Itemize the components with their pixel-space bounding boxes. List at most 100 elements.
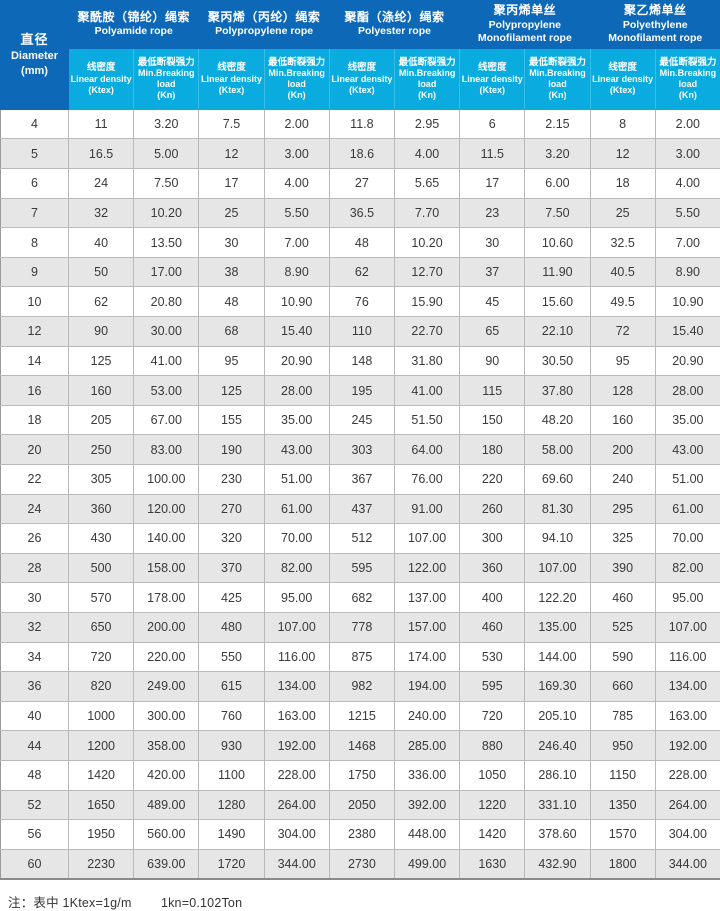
header-group-row: 直径 Diameter (mm) 聚酰胺（锦纶）绳索 Polyamide rop…: [1, 1, 720, 49]
cell-linear-density: 1215: [329, 701, 394, 731]
cell-breaking-load: 107.00: [655, 612, 720, 642]
subheader-breaking-load-3: 最低断裂强力 Min.Breaking load (Kn): [394, 48, 459, 109]
cell-linear-density: 437: [329, 494, 394, 524]
cell-linear-density: 30: [460, 228, 525, 258]
cell-linear-density: 148: [329, 346, 394, 376]
header-diameter: 直径 Diameter (mm): [1, 1, 69, 110]
cell-linear-density: 8: [590, 109, 655, 139]
cell-linear-density: 25: [199, 198, 264, 228]
cell-breaking-load: 158.00: [134, 553, 199, 583]
cell-breaking-load: 43.00: [655, 435, 720, 465]
cell-diameter: 16: [1, 376, 69, 406]
cell-linear-density: 7.5: [199, 109, 264, 139]
cell-breaking-load: 135.00: [525, 612, 590, 642]
subheader-unit: (Ktex): [70, 85, 132, 96]
subheader-breaking-load-2: 最低断裂强力 Min.Breaking load (Kn): [264, 48, 329, 109]
cell-linear-density: 305: [69, 465, 134, 495]
header-group-pe-monofilament-cn: 聚乙烯单丝: [592, 3, 719, 19]
cell-diameter: 28: [1, 553, 69, 583]
cell-linear-density: 875: [329, 642, 394, 672]
cell-linear-density: 570: [69, 583, 134, 613]
cell-diameter: 14: [1, 346, 69, 376]
cell-linear-density: 128: [590, 376, 655, 406]
subheader-en: Linear density: [592, 74, 654, 85]
cell-linear-density: 24: [69, 169, 134, 199]
cell-linear-density: 1420: [460, 820, 525, 850]
cell-diameter: 26: [1, 524, 69, 554]
subheader-unit: (Ktex): [200, 85, 262, 96]
cell-breaking-load: 122.00: [394, 553, 459, 583]
cell-breaking-load: 344.00: [264, 849, 329, 879]
cell-breaking-load: 2.00: [264, 109, 329, 139]
subheader-cn: 线密度: [70, 62, 132, 74]
subheader-unit: (Kn): [396, 90, 458, 101]
cell-linear-density: 30: [199, 228, 264, 258]
cell-breaking-load: 17.00: [134, 257, 199, 287]
subheader-unit: (Kn): [266, 90, 328, 101]
subheader-en2: load: [135, 79, 197, 90]
header-group-polyester-en: Polyester rope: [331, 25, 458, 39]
cell-linear-density: 62: [329, 257, 394, 287]
cell-linear-density: 950: [590, 731, 655, 761]
cell-linear-density: 930: [199, 731, 264, 761]
cell-linear-density: 245: [329, 405, 394, 435]
cell-linear-density: 595: [460, 672, 525, 702]
cell-breaking-load: 100.00: [134, 465, 199, 495]
cell-linear-density: 76: [329, 287, 394, 317]
cell-linear-density: 500: [69, 553, 134, 583]
cell-breaking-load: 169.30: [525, 672, 590, 702]
cell-breaking-load: 7.00: [264, 228, 329, 258]
subheader-unit: (Ktex): [461, 85, 523, 96]
header-group-polypropylene: 聚丙烯（丙纶）绳索 Polypropylene rope: [199, 1, 329, 49]
cell-breaking-load: 116.00: [264, 642, 329, 672]
cell-diameter: 12: [1, 317, 69, 347]
subheader-cn: 线密度: [461, 62, 523, 74]
cell-linear-density: 530: [460, 642, 525, 672]
header-group-pp-monofilament: 聚丙烯单丝 Polypropylene Monofilament rope: [460, 1, 590, 49]
cell-linear-density: 18: [590, 169, 655, 199]
header-group-pe-monofilament-en: Polyethylene Monofilament rope: [592, 19, 719, 46]
cell-breaking-load: 4.00: [264, 169, 329, 199]
cell-linear-density: 2380: [329, 820, 394, 850]
cell-breaking-load: 22.10: [525, 317, 590, 347]
subheader-en: Linear density: [200, 74, 262, 85]
cell-linear-density: 1720: [199, 849, 264, 879]
cell-linear-density: 48: [199, 287, 264, 317]
rope-specification-sheet: 直径 Diameter (mm) 聚酰胺（锦纶）绳索 Polyamide rop…: [0, 0, 720, 785]
cell-breaking-load: 83.00: [134, 435, 199, 465]
cell-linear-density: 295: [590, 494, 655, 524]
cell-linear-density: 1280: [199, 790, 264, 820]
cell-linear-density: 1150: [590, 760, 655, 790]
cell-diameter: 30: [1, 583, 69, 613]
subheader-en1: Min.Breaking: [657, 68, 719, 79]
cell-breaking-load: 69.60: [525, 465, 590, 495]
cell-breaking-load: 194.00: [394, 672, 459, 702]
subheader-linear-density-1: 线密度 Linear density (Ktex): [69, 48, 134, 109]
subheader-linear-density-3: 线密度 Linear density (Ktex): [329, 48, 394, 109]
cell-breaking-load: 10.90: [264, 287, 329, 317]
cell-linear-density: 1200: [69, 731, 134, 761]
cell-breaking-load: 137.00: [394, 583, 459, 613]
header-group-polyamide-cn: 聚酰胺（锦纶）绳索: [70, 10, 197, 26]
cell-breaking-load: 122.20: [525, 583, 590, 613]
cell-linear-density: 32: [69, 198, 134, 228]
cell-linear-density: 760: [199, 701, 264, 731]
header-group-polyamide: 聚酰胺（锦纶）绳索 Polyamide rope: [69, 1, 199, 49]
cell-breaking-load: 15.40: [264, 317, 329, 347]
cell-linear-density: 25: [590, 198, 655, 228]
subheader-en: Linear density: [461, 74, 523, 85]
cell-linear-density: 250: [69, 435, 134, 465]
cell-breaking-load: 51.50: [394, 405, 459, 435]
cell-breaking-load: 7.70: [394, 198, 459, 228]
cell-breaking-load: 51.00: [655, 465, 720, 495]
cell-linear-density: 38: [199, 257, 264, 287]
cell-linear-density: 49.5: [590, 287, 655, 317]
cell-linear-density: 1650: [69, 790, 134, 820]
